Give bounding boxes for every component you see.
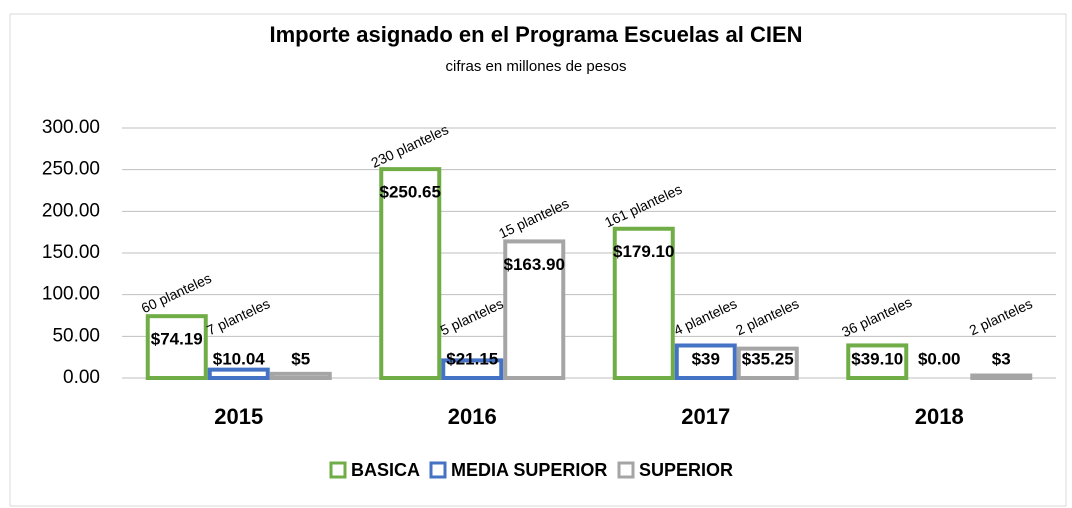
legend-label: BASICA: [351, 460, 420, 480]
chart-title: Importe asignado en el Programa Escuelas…: [269, 22, 802, 47]
data-label: $39.10: [851, 349, 903, 368]
legend-swatch: [429, 461, 447, 479]
bar: [269, 371, 332, 381]
y-tick-label: 50.00: [52, 325, 100, 346]
bar: [846, 343, 909, 380]
bar: [970, 373, 1033, 380]
bar: [736, 346, 799, 380]
data-label: $3: [992, 349, 1011, 368]
x-tick-label: 2015: [214, 404, 263, 429]
data-label: $250.65: [380, 183, 441, 202]
x-tick-label: 2017: [681, 404, 730, 429]
data-label: $5: [291, 349, 310, 368]
data-label: $179.10: [613, 242, 674, 261]
x-tick-label: 2018: [915, 404, 964, 429]
data-label: $74.19: [151, 330, 203, 349]
bar: [441, 358, 504, 380]
data-label: $35.25: [742, 349, 794, 368]
chart-subtitle: cifras en millones de pesos: [446, 58, 627, 75]
legend-label: SUPERIOR: [639, 460, 733, 480]
y-tick-label: 100.00: [42, 284, 100, 305]
legend-swatch: [617, 461, 635, 479]
bar: [379, 167, 442, 380]
y-tick-label: 200.00: [42, 200, 100, 221]
legend-swatch: [329, 461, 347, 479]
data-label: $163.90: [504, 255, 565, 274]
y-tick-label: 300.00: [42, 117, 100, 138]
y-tick-label: 150.00: [42, 242, 100, 263]
legend-label: MEDIA SUPERIOR: [451, 460, 607, 480]
data-label: $39: [692, 349, 720, 368]
data-label: $10.04: [213, 349, 266, 368]
bar: [503, 239, 566, 380]
bar: [145, 314, 208, 380]
y-tick-label: 0.00: [63, 367, 100, 388]
bar: [612, 226, 675, 380]
bar: [674, 343, 737, 380]
x-tick-label: 2016: [448, 404, 497, 429]
bar: [207, 367, 270, 380]
y-tick-label: 250.00: [42, 159, 100, 180]
data-label: $21.15: [446, 349, 498, 368]
data-label: $0.00: [918, 349, 961, 368]
